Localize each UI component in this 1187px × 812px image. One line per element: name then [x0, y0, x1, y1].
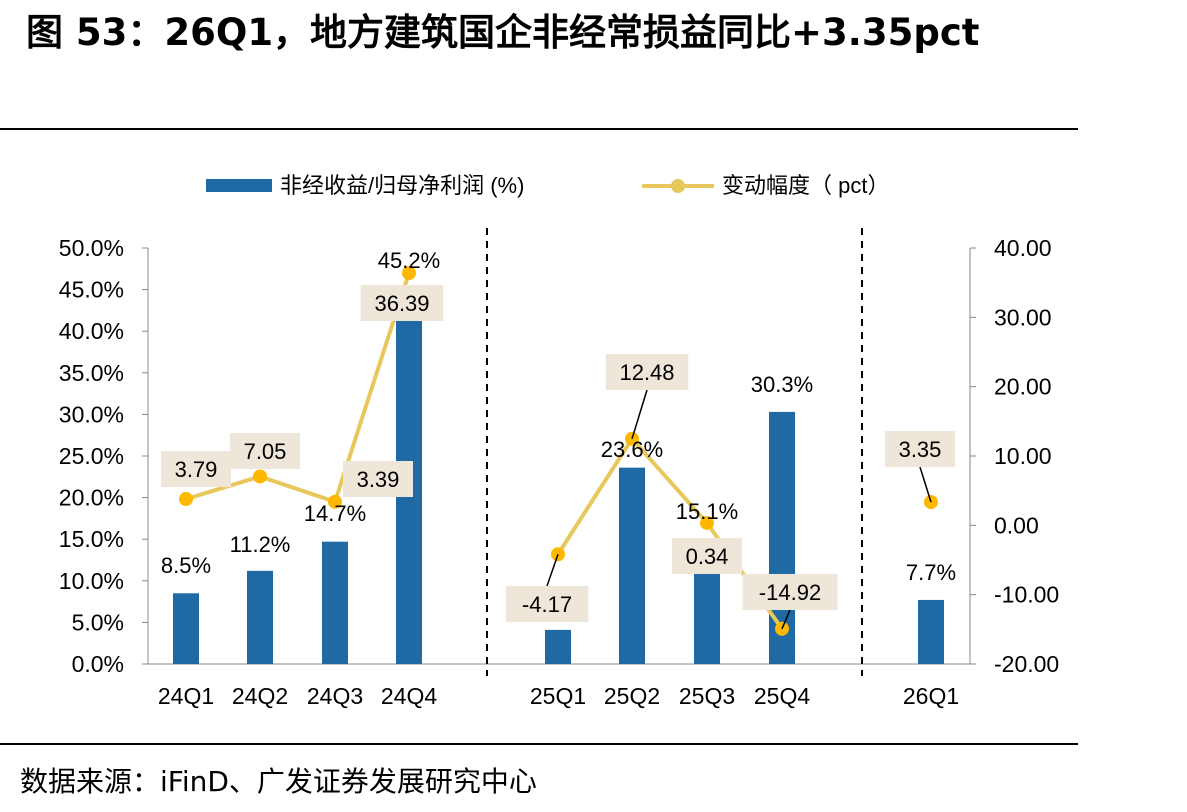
line-value-box	[505, 586, 589, 622]
legend: 非经收益/归母净利润 (%) 变动幅度（ pct）	[206, 173, 889, 198]
figure-title: 图 53：26Q1，地方建筑国企非经常损益同比+3.35pct	[26, 11, 980, 54]
right-tick-label: 40.00	[994, 235, 1052, 261]
legend-line-label: 变动幅度（ pct）	[722, 173, 889, 198]
x-tick-label: 24Q2	[232, 683, 288, 709]
point-24Q4	[402, 266, 416, 281]
bar-value-label: 7.7%	[906, 560, 956, 585]
left-tick-label: 25.0%	[59, 443, 124, 469]
left-tick-label: 30.0%	[59, 401, 124, 427]
line-value-label: 3.35	[899, 437, 942, 462]
right-tick-label: 0.00	[994, 512, 1039, 538]
x-axis-labels: 24Q1 24Q2 24Q3 24Q4 25Q1 25Q2 25Q3 25Q4 26Q1	[158, 683, 959, 709]
line-value-label: 7.05	[244, 439, 287, 464]
legend-bar-swatch	[206, 179, 272, 192]
leader-line	[546, 553, 559, 587]
legend-line-marker	[671, 179, 685, 193]
bar-24Q2	[247, 570, 273, 664]
x-tick-label: 26Q1	[903, 683, 959, 709]
point-24Q1	[179, 492, 193, 507]
line-value-label: -4.17	[522, 592, 572, 617]
line-value-box	[672, 538, 742, 574]
line-value-label: 0.34	[686, 544, 729, 569]
leader-line	[919, 466, 932, 503]
bar-value-label: 14.7%	[304, 501, 366, 526]
bar-26Q1	[918, 599, 944, 664]
line-value-box	[360, 285, 444, 321]
group-separators	[486, 228, 863, 676]
x-tick-label: 24Q4	[381, 683, 437, 709]
legend-bar-label: 非经收益/归母净利润 (%)	[280, 173, 524, 198]
top-rule	[0, 128, 1078, 130]
left-tick-label: 35.0%	[59, 360, 124, 386]
right-tick-label: -10.00	[994, 582, 1059, 608]
leader-line	[781, 609, 791, 630]
bar-25Q2	[619, 467, 645, 664]
line-value-label: 36.39	[374, 291, 429, 316]
line-value-box	[230, 433, 300, 469]
right-tick-label: 10.00	[994, 443, 1052, 469]
x-tick-label: 24Q3	[307, 683, 363, 709]
line-value-box	[605, 354, 689, 390]
line-value-label: 12.48	[619, 360, 674, 385]
line-value-box	[742, 574, 838, 610]
bar-24Q1	[173, 593, 199, 664]
left-tick-label: 20.0%	[59, 485, 124, 511]
bar-value-label: 23.6%	[601, 437, 663, 462]
x-tick-label: 25Q4	[754, 683, 810, 709]
series-line-segment	[185, 272, 411, 505]
line-value-label: -14.92	[759, 580, 821, 605]
x-tick-label: 24Q1	[158, 683, 214, 709]
bar-value-label: 45.2%	[378, 248, 440, 273]
line-value-box	[161, 451, 231, 487]
leader-line	[631, 389, 648, 440]
left-tick-label: 5.0%	[72, 609, 124, 635]
left-tick-label: 15.0%	[59, 526, 124, 552]
data-labels: 8.5% 11.2% 14.7% 45.2% 23.6% 15.1% 30.3% 7.7% 3.…	[161, 248, 956, 630]
bar-24Q3	[322, 541, 348, 664]
line-value-label: 3.39	[357, 467, 400, 492]
left-tick-label: 0.0%	[72, 651, 124, 677]
source-note: 数据来源：iFinD、广发证券发展研究中心	[20, 765, 537, 798]
left-tick-label: 50.0%	[59, 235, 124, 261]
bottom-rule	[0, 743, 1078, 745]
left-tick-label: 10.0%	[59, 568, 124, 594]
bar-value-label: 15.1%	[676, 499, 738, 524]
point-24Q2	[253, 469, 267, 484]
point-24Q3	[328, 494, 342, 509]
x-tick-label: 25Q1	[530, 683, 586, 709]
line-value-box	[885, 431, 955, 467]
bar-value-label: 8.5%	[161, 553, 211, 578]
bar-25Q1	[545, 629, 571, 664]
right-tick-label: -20.00	[994, 651, 1059, 677]
right-tick-label: 30.00	[994, 304, 1052, 330]
bar-value-label: 11.2%	[230, 532, 291, 557]
x-tick-label: 25Q2	[604, 683, 660, 709]
x-tick-label: 25Q3	[679, 683, 735, 709]
axes: 0.0% 5.0% 10.0% 15.0% 20.0% 25.0% 30.0% 35.0% 40…	[59, 235, 1059, 677]
left-tick-label: 45.0%	[59, 277, 124, 303]
line-value-label: 3.79	[175, 457, 218, 482]
right-tick-label: 20.00	[994, 374, 1052, 400]
left-tick-label: 40.0%	[59, 318, 124, 344]
line-value-box	[343, 461, 413, 497]
bar-value-label: 30.3%	[751, 372, 813, 397]
point-25Q3	[700, 515, 714, 530]
